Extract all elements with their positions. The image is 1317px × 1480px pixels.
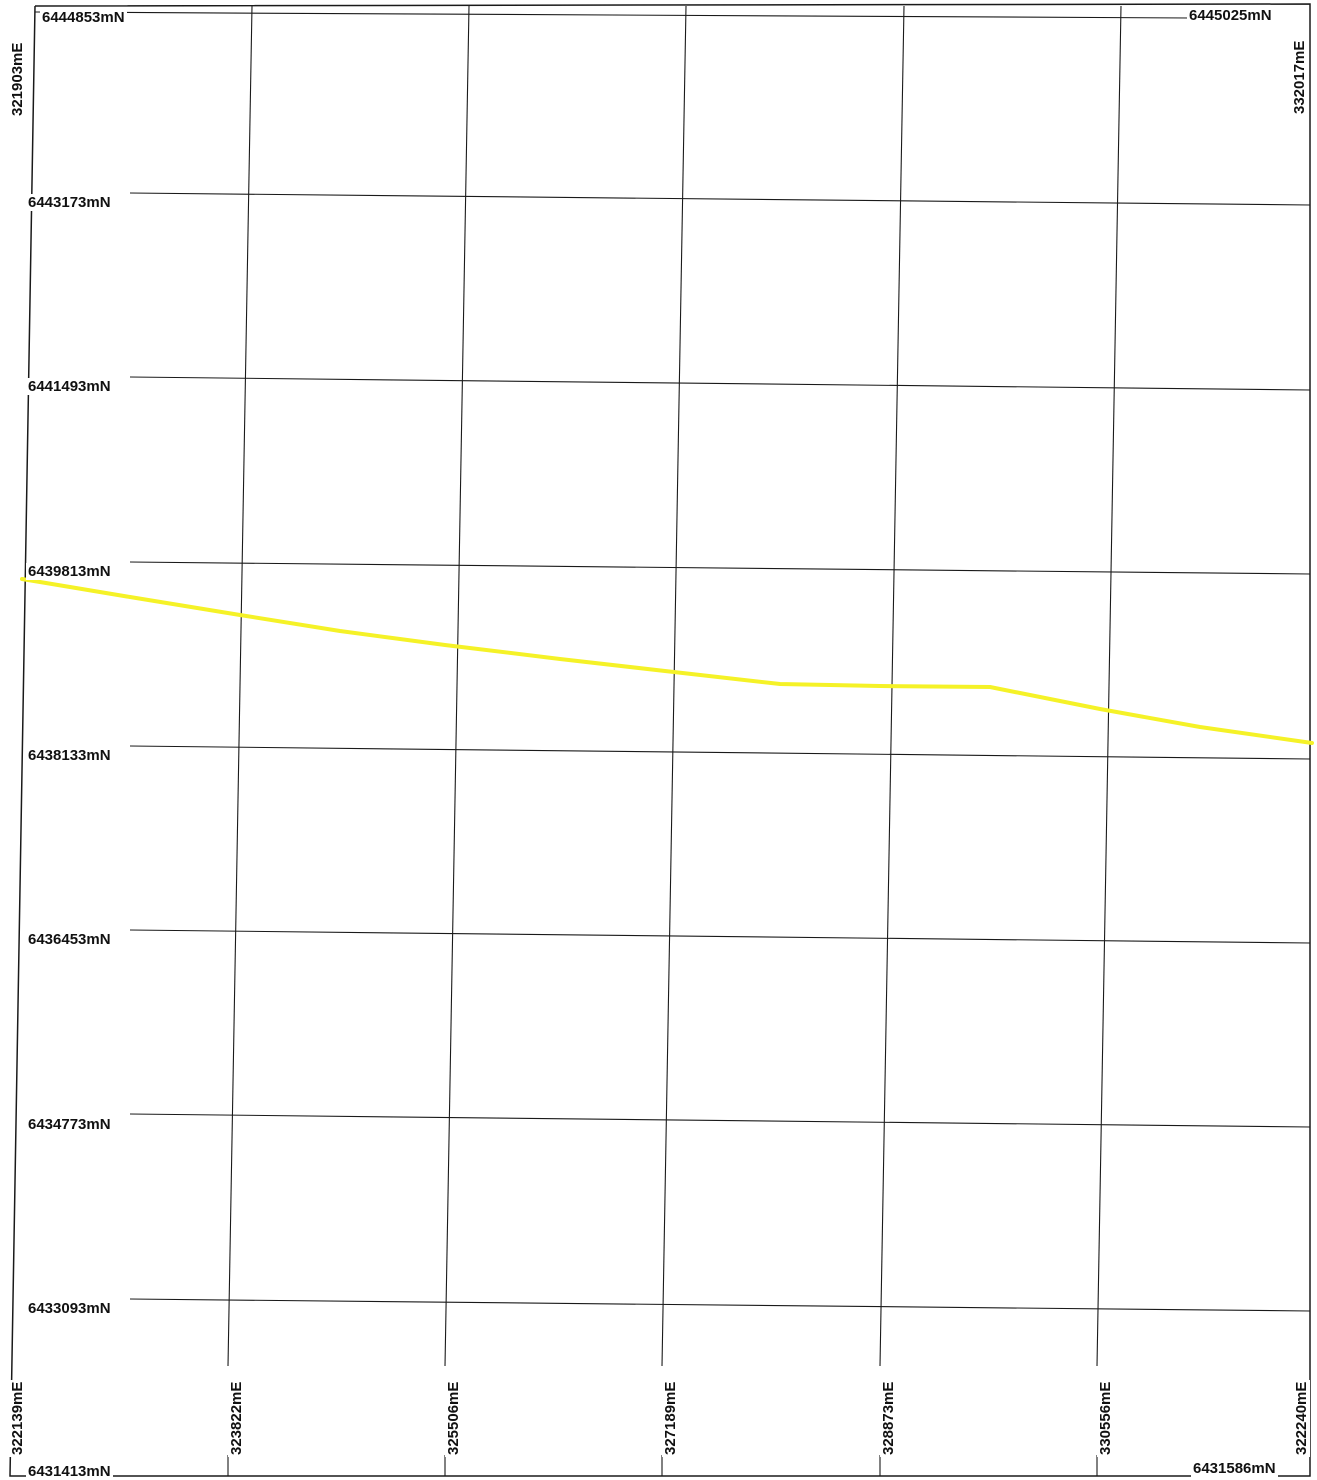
- grid-line-6436453: [129, 929, 1311, 944]
- map-border: [9, 3, 1311, 1477]
- corner-label-bottom-left-easting: 322139mE: [9, 1379, 26, 1457]
- northing-label: 6443173mN: [26, 194, 113, 211]
- corner-label-top-left-northing: 6444853mN: [40, 9, 127, 26]
- grid-line-6433093: [129, 1298, 1311, 1312]
- grid-line-6438133: [129, 745, 1311, 760]
- northing-label: 6439813mN: [26, 563, 113, 580]
- grid-line-323822: [227, 5, 253, 1367]
- corner-label-bottom-right-easting: 322240mE: [1293, 1379, 1310, 1457]
- grid-line-6439813: [129, 561, 1311, 575]
- corner-label-bottom-left-northing: 6431413mN: [26, 1463, 113, 1480]
- grid-line-330556: [1096, 5, 1122, 1367]
- grid-line-6441493: [129, 376, 1311, 391]
- corner-label-top-left-easting: 321903mE: [9, 40, 26, 118]
- corner-label-top-right-northing: 6445025mN: [1187, 7, 1274, 24]
- grid-line-6443173: [129, 192, 1311, 206]
- grid-line-325506: [444, 5, 470, 1367]
- northing-label: 6441493mN: [26, 378, 113, 395]
- easting-label: 328873mE: [880, 1379, 897, 1457]
- northing-label: 6434773mN: [26, 1116, 113, 1133]
- easting-grid-lines: [227, 5, 1122, 1367]
- northing-grid-lines: [34, 11, 1311, 1312]
- grid-line-327189: [661, 5, 687, 1367]
- easting-label: 325506mE: [445, 1379, 462, 1457]
- northing-label: 6436453mN: [26, 931, 113, 948]
- grid-line-6444853: [34, 11, 1191, 19]
- northing-label: 6438133mN: [26, 747, 113, 764]
- easting-label: 330556mE: [1097, 1379, 1114, 1457]
- easting-label: 323822mE: [228, 1379, 245, 1457]
- easting-label: 327189mE: [662, 1379, 679, 1457]
- route-line[interactable]: [20, 577, 1314, 745]
- easting-bottom-ticks: [227, 1455, 1098, 1476]
- northing-label: 6433093mN: [26, 1300, 113, 1317]
- corner-label-top-right-easting: 332017mE: [1291, 38, 1308, 116]
- grid-line-6434773: [129, 1113, 1311, 1128]
- corner-label-bottom-right-northing: 6431586mN: [1191, 1460, 1278, 1477]
